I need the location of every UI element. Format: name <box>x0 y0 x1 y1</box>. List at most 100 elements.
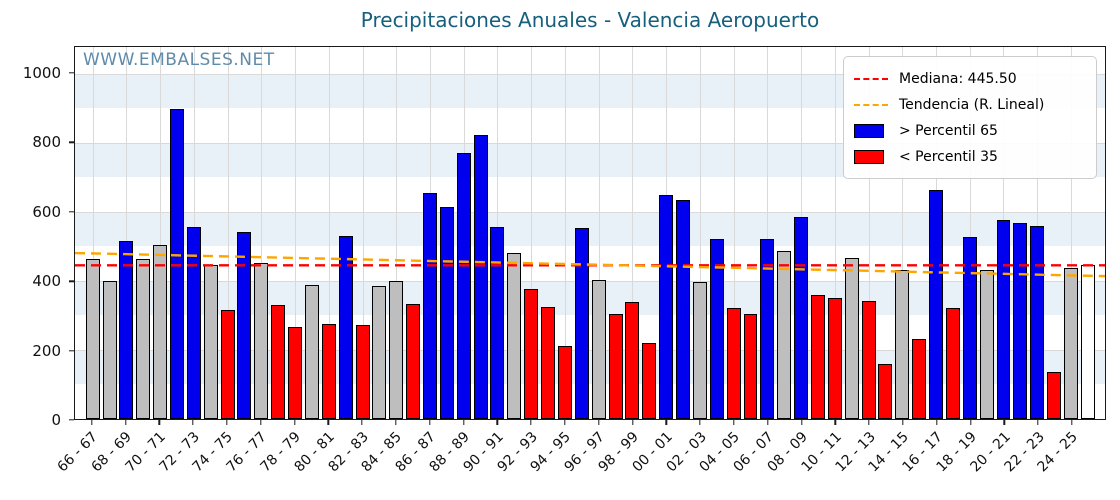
v-gridline <box>261 47 263 419</box>
x-tick-mark <box>935 420 938 425</box>
bar-87-88 <box>439 206 454 419</box>
bar-09-10 <box>810 294 825 419</box>
bar-83-84 <box>372 286 387 419</box>
bar-15-16 <box>912 338 927 419</box>
bar-16-17 <box>929 190 943 419</box>
bar-12-13 <box>861 300 876 419</box>
bar-95-96 <box>574 228 589 419</box>
h-gridline <box>75 349 1105 351</box>
bar-00-01 <box>659 194 674 419</box>
legend-item-below-p35: < Percentil 35 <box>854 144 1086 170</box>
bar-01-02 <box>676 200 690 419</box>
bar-91-92 <box>507 253 522 419</box>
x-tick-mark <box>226 420 228 425</box>
v-gridline <box>160 47 162 419</box>
above-p65-swatch <box>854 124 884 138</box>
h-gridline <box>75 280 1105 282</box>
trend-dash-sample <box>854 104 888 106</box>
v-gridline <box>92 47 94 419</box>
x-tick-mark <box>699 420 701 425</box>
bar-67-68 <box>102 280 117 419</box>
bar-20-21 <box>996 219 1011 419</box>
v-gridline <box>295 47 297 419</box>
v-gridline <box>126 47 128 419</box>
v-gridline <box>733 47 735 419</box>
x-tick-mark <box>530 420 532 425</box>
v-gridline <box>564 47 566 419</box>
bar-82-83 <box>355 325 370 419</box>
bar-98-99 <box>625 302 640 419</box>
bar-02-03 <box>692 282 707 419</box>
y-tick-mark <box>69 419 74 421</box>
x-tick-mark <box>902 420 904 425</box>
y-tick-mark <box>69 349 74 352</box>
bar-06-07 <box>760 239 775 419</box>
bar-88-89 <box>456 152 471 419</box>
h-gridline <box>75 142 1105 144</box>
bar-79-80 <box>304 284 319 419</box>
x-tick-mark <box>868 420 870 425</box>
bar-99-00 <box>642 343 657 419</box>
bar-80-81 <box>321 324 336 419</box>
y-tick-label: 800 <box>32 133 61 152</box>
legend-item-median: Mediana: 445.50 <box>854 66 1086 92</box>
bar-73-74 <box>203 264 218 419</box>
watermark: WWW.EMBALSES.NET <box>83 50 275 70</box>
y-tick-mark <box>69 72 74 74</box>
v-gridline <box>834 47 836 419</box>
bar-04-05 <box>726 307 741 419</box>
x-tick-mark <box>665 420 667 425</box>
v-gridline <box>531 47 533 419</box>
bar-21-22 <box>1013 222 1028 419</box>
y-tick-mark <box>69 280 74 282</box>
bar-97-98 <box>608 314 623 419</box>
x-tick-mark <box>766 420 769 425</box>
bar-22-23 <box>1030 225 1045 419</box>
legend-median-label: Mediana: 445.50 <box>899 71 1017 87</box>
bar-78-79 <box>288 327 303 419</box>
x-tick-mark <box>293 420 296 425</box>
x-tick-mark <box>597 420 600 425</box>
x-tick-mark <box>192 420 194 425</box>
y-axis: 0 200 400 600 800 1000 <box>0 46 74 429</box>
x-tick-mark <box>124 420 127 425</box>
y-tick-label: 0 <box>51 411 61 429</box>
bar-89-90 <box>473 135 488 419</box>
v-gridline <box>1070 47 1072 419</box>
bar-03-04 <box>709 239 724 419</box>
bar-66-67 <box>85 258 100 419</box>
bar-94-95 <box>557 345 572 419</box>
bar-92-93 <box>524 288 539 419</box>
chart-title: Precipitaciones Anuales - Valencia Aerop… <box>360 8 820 32</box>
y-tick-mark <box>69 141 74 144</box>
x-tick-mark <box>462 420 465 425</box>
x-tick-mark <box>800 420 803 425</box>
v-gridline <box>767 47 769 419</box>
bar-81-82 <box>338 235 353 419</box>
h-gridline <box>75 211 1105 213</box>
legend-below-label: < Percentil 35 <box>899 149 998 165</box>
x-tick-mark <box>834 420 836 425</box>
bar-71-72 <box>170 109 184 419</box>
bar-24-25 <box>1063 268 1078 419</box>
bar-18-19 <box>962 237 977 419</box>
y-tick-mark <box>69 211 74 213</box>
x-axis: 66 - 67 68 - 69 70 - 71 72 - 73 74 - 75 76 - … <box>55 420 1106 500</box>
y-tick-label: 1000 <box>22 64 61 83</box>
y-tick-label: 400 <box>32 272 61 291</box>
bar-75-76 <box>237 231 252 419</box>
v-gridline <box>632 47 634 419</box>
x-tick-mark <box>259 420 262 425</box>
y-tick-label: 200 <box>32 341 61 360</box>
bar-74-75 <box>220 309 235 419</box>
bar-13-14 <box>878 364 893 419</box>
x-tick-mark <box>1003 420 1005 425</box>
bar-23-24 <box>1047 372 1062 419</box>
x-tick-mark <box>327 420 329 425</box>
bar-96-97 <box>591 279 606 419</box>
bar-93-94 <box>541 306 556 419</box>
bar-70-71 <box>153 244 168 419</box>
v-gridline <box>227 47 229 419</box>
x-tick-mark <box>631 420 634 425</box>
